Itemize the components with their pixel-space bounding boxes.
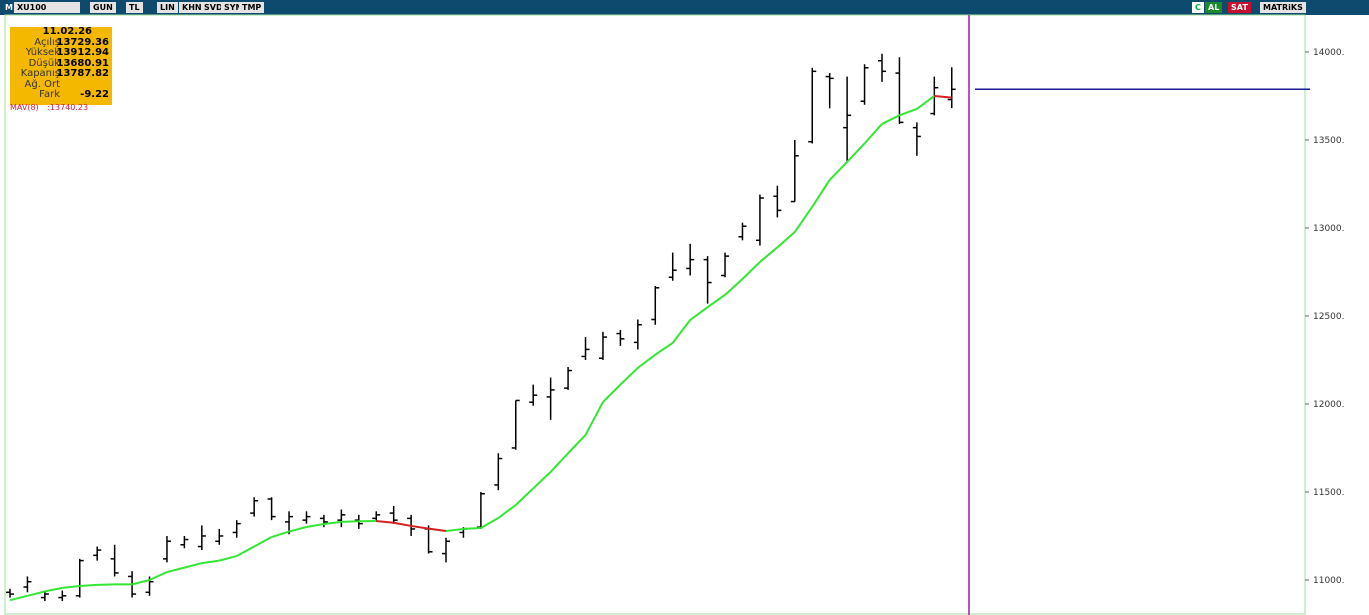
info-box: 11.02.26 Açılış 13729.36 Yüksek 13912.94 D… [10, 26, 112, 105]
info-row: Düşük 13680.91 [10, 57, 112, 70]
ma-segment [184, 562, 203, 569]
ma-segment [532, 471, 552, 490]
ma-segment [341, 520, 359, 523]
toolbar-button[interactable]: LIN [157, 2, 178, 13]
info-row: 11.02.26 [10, 26, 112, 38]
y-tick-label: 11000. [1313, 576, 1345, 586]
y-tick-label: 13500. [1313, 136, 1345, 146]
buy-button[interactable]: AL [1205, 2, 1223, 13]
date: 11.02.26 [42, 26, 92, 37]
info-row: Ağ. Ort [10, 78, 112, 91]
ma-segment [811, 179, 831, 208]
y-tick-label: 14000. [1313, 48, 1345, 58]
ma-segment [899, 108, 918, 117]
value: 13787.82 [56, 68, 109, 79]
logo: M [5, 3, 13, 12]
ma-segment [288, 526, 307, 533]
ma-segment [393, 521, 412, 527]
ma-segment [776, 231, 796, 249]
ma-segment [741, 261, 761, 280]
ma-segment [44, 586, 63, 593]
ma-segment [707, 294, 726, 308]
info-row: Açılış 13729.36 [10, 36, 112, 49]
ma-segment [671, 319, 691, 344]
y-tick-label: 12500. [1313, 312, 1345, 322]
y-tick-label: 11500. [1313, 488, 1345, 498]
brand: MATRiKS [1260, 2, 1306, 13]
label: Açılış [34, 36, 60, 48]
label: Fark [39, 89, 60, 100]
symbol[interactable]: XU100 [14, 2, 80, 13]
ma-segment [445, 527, 464, 533]
ma-segment [410, 524, 429, 530]
ma-segment [79, 583, 98, 587]
ma-segment [9, 594, 28, 602]
y-tick-label: 13000. [1313, 224, 1345, 234]
toolbar: M XU100 GUN TL LIN KHN SVD SYM TMP C AL … [0, 0, 1369, 15]
sell-button[interactable]: SAT [1228, 2, 1251, 13]
ma-legend: MAV(8) :13740.23 [10, 103, 88, 112]
ma-segment [759, 246, 779, 263]
ma-segment [97, 583, 115, 586]
ma-segment [480, 517, 499, 529]
ma-segment [253, 536, 273, 548]
ma-segment [689, 306, 709, 321]
ma-segment [131, 579, 150, 586]
ma-segment [166, 566, 185, 574]
ma-segment [863, 123, 883, 145]
value: 13680.91 [56, 57, 109, 69]
ma-segment [219, 555, 237, 562]
ma-segment [463, 527, 481, 530]
period-button[interactable]: GUN [90, 2, 116, 13]
ma-segment [654, 342, 674, 356]
label: Düşük [28, 57, 60, 69]
ma-segment [602, 383, 622, 403]
ma-segment [584, 401, 604, 436]
refresh-button[interactable]: C [1192, 2, 1204, 13]
ma-segment [306, 523, 325, 528]
ma-segment [549, 452, 569, 473]
ma-segment [567, 434, 587, 454]
toolbar-button[interactable]: SYM [221, 2, 247, 13]
info-row: Kapanış 13787.82 [10, 68, 112, 80]
y-tick-label: 12000. [1313, 400, 1345, 410]
currency-button[interactable]: TL [126, 2, 143, 13]
value: -9.22 [80, 89, 109, 100]
toolbar-button[interactable]: KHN [179, 2, 205, 13]
label: Yüksek [25, 47, 60, 58]
ma-segment [828, 161, 848, 181]
info-row: Yüksek 13912.94 [10, 47, 112, 59]
ma-segment [881, 114, 900, 125]
ma-segment [793, 206, 814, 233]
ma-segment [515, 487, 534, 506]
ma-segment [724, 278, 744, 296]
ma-segment [201, 559, 220, 565]
ma-segment [62, 584, 80, 589]
info-row: Fark -9.22 [10, 89, 112, 101]
ma-segment [846, 142, 866, 163]
ma-segment [497, 504, 517, 519]
ma-value: :13740.23 [47, 103, 89, 112]
ma-segment [236, 545, 255, 557]
ma-segment [376, 520, 394, 524]
ma-segment [271, 530, 290, 538]
ma-segment [428, 527, 447, 533]
ma-segment [916, 95, 935, 110]
toolbar-button[interactable]: SVD [201, 2, 226, 13]
label: Kapanış [20, 68, 60, 79]
label: Ağ. Ort [24, 78, 60, 90]
ma-segment [323, 520, 342, 525]
value: 13729.36 [56, 36, 109, 48]
value: 13912.94 [56, 47, 109, 58]
ma-segment [637, 353, 656, 369]
toolbar-button[interactable]: TMP [239, 2, 265, 13]
ma-segment [619, 367, 639, 386]
ma-segment [149, 571, 168, 581]
ma-segment [27, 590, 46, 597]
ma-name: MAV(8) [10, 103, 39, 112]
ma-segment [934, 94, 952, 99]
